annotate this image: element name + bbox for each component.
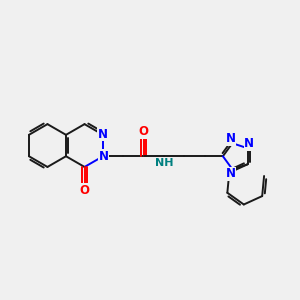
Text: N: N [99, 150, 109, 163]
Text: NH: NH [155, 158, 173, 168]
Text: O: O [139, 125, 149, 138]
Text: O: O [80, 184, 89, 197]
Text: N: N [226, 167, 236, 180]
Text: N: N [226, 132, 236, 145]
Text: N: N [98, 128, 108, 141]
Text: N: N [244, 137, 254, 150]
